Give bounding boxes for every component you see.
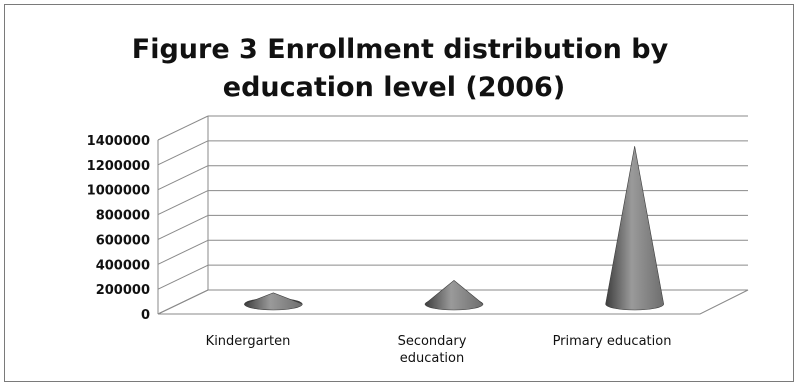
y-axis: 0 200000 400000 600000 800000 1000000 1200000 1…	[87, 134, 150, 323]
x-category-label: Kindergarten	[206, 334, 291, 349]
y-tick-label: 200000	[96, 283, 150, 298]
gridline	[157, 239, 748, 265]
y-tick-label: 600000	[96, 233, 150, 248]
gridline	[157, 165, 748, 191]
y-tick-label: 1000000	[87, 184, 150, 199]
floor	[157, 289, 749, 315]
gridline	[157, 264, 748, 290]
x-category-label: Secondary education	[398, 334, 467, 366]
y-tick-label: 0	[141, 308, 150, 323]
cones	[244, 146, 664, 311]
y-tick-label: 1400000	[87, 134, 150, 149]
cone-bar	[424, 279, 484, 311]
cone-bar	[244, 292, 303, 311]
chart-title-line-2: education level (2006)	[223, 72, 565, 103]
x-category-label: Primary education	[553, 334, 672, 349]
chart-title: Figure 3 Enrollment distribution by educ…	[132, 34, 669, 103]
gridline	[157, 115, 748, 141]
chart-title-line-1: Figure 3 Enrollment distribution by	[132, 34, 669, 65]
gridline	[157, 214, 748, 240]
y-tick-label: 800000	[96, 209, 150, 224]
y-tick-label: 1200000	[87, 159, 150, 174]
x-axis: Kindergarten Secondary education Primary ed…	[206, 334, 672, 366]
chart-frame	[4, 4, 794, 382]
plot-area	[157, 115, 749, 315]
gridline	[157, 190, 748, 216]
gridline	[157, 140, 748, 166]
y-tick-label: 400000	[96, 258, 150, 273]
cone-bar	[605, 146, 664, 311]
